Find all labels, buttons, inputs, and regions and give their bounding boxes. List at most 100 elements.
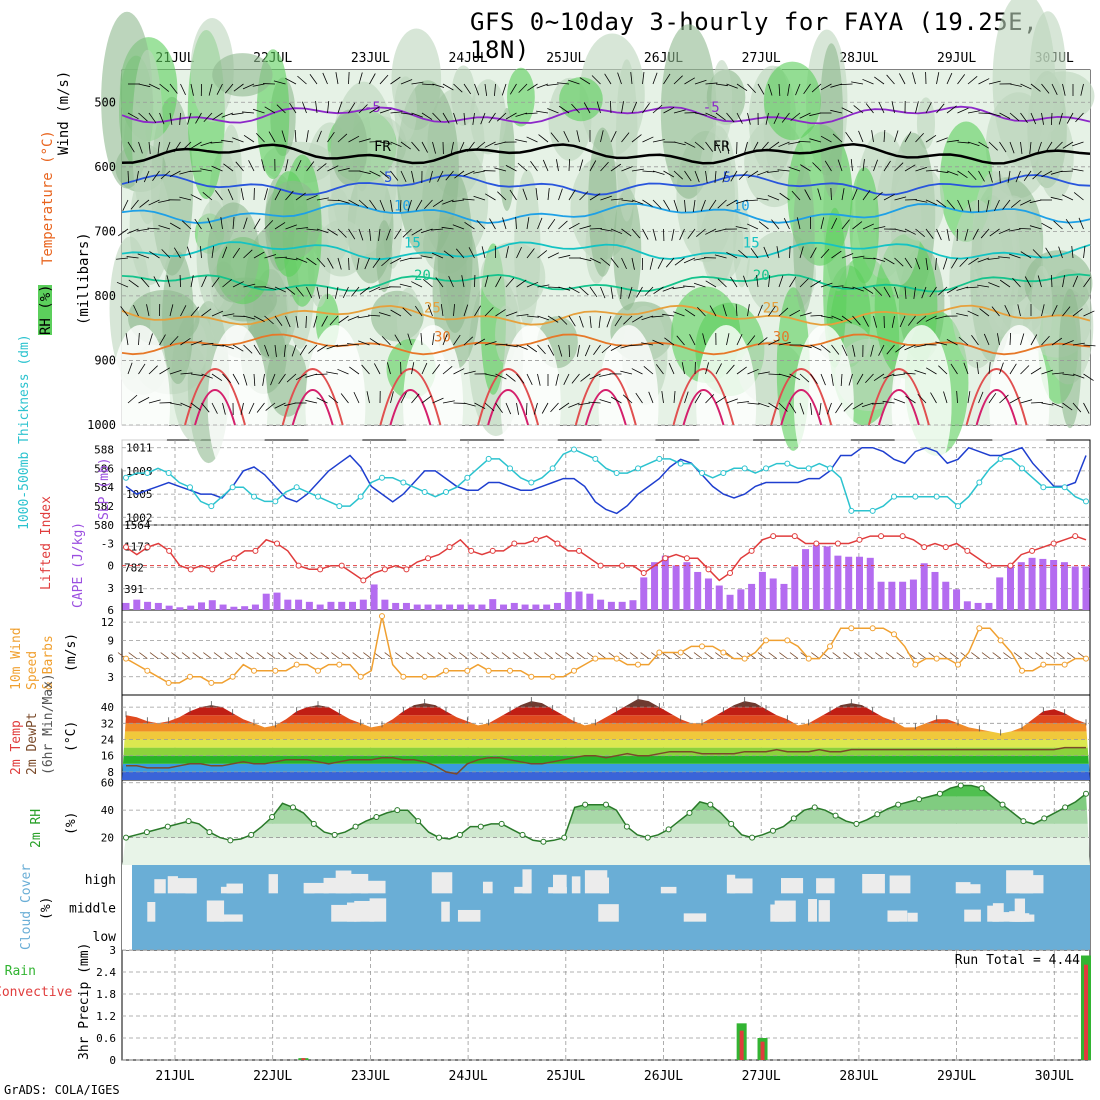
cape-bar (704, 578, 712, 610)
wind-barb (631, 168, 644, 172)
wind-barb (956, 391, 958, 404)
wind-barb (571, 373, 580, 384)
wind-barb (652, 72, 658, 85)
wind-barb (340, 393, 349, 404)
wind-barb (976, 362, 979, 375)
wind-barb (1009, 396, 1021, 404)
series-lifted-index-point (381, 566, 388, 573)
wind-barb (771, 219, 780, 230)
wind-barb-10m (715, 652, 724, 659)
temp-axis-label: (6hr Min/Max) (41, 673, 56, 775)
wind-barb (496, 112, 507, 122)
wind-barb (819, 402, 822, 415)
wind-barb (414, 305, 423, 317)
wind-barb (705, 112, 717, 119)
wind-barb (222, 313, 235, 317)
wind-barb (516, 314, 529, 317)
wind-barb (147, 227, 160, 230)
wind-barb (201, 373, 213, 379)
wind-barb (526, 136, 538, 143)
wind-barb (494, 83, 496, 96)
cloud-gap (818, 900, 830, 922)
series-lifted-index-point (317, 566, 324, 573)
wind-barb (1062, 275, 1065, 288)
cloud-gap (598, 904, 619, 922)
wind-barb (684, 391, 689, 404)
wind-barb (692, 199, 696, 212)
wind-barb (799, 344, 812, 349)
wind-barb (494, 141, 507, 146)
wind-barb (369, 140, 382, 143)
wind-barb (831, 250, 842, 259)
wind-barb (631, 257, 635, 270)
wind-barb (400, 170, 407, 183)
thickness-tick-label: 586 (94, 462, 114, 475)
wind-barb (1073, 192, 1084, 201)
wind-barb (1020, 199, 1032, 206)
wind-barb (295, 257, 308, 263)
wind-barb-10m (789, 652, 799, 659)
wind-barb-10m (885, 652, 895, 659)
wind-barb (202, 191, 213, 201)
wind-barb (957, 199, 964, 211)
wind-barb (535, 188, 538, 201)
wind-barb (138, 141, 143, 154)
wind-barb (182, 141, 192, 151)
wind-barb (788, 141, 801, 145)
wind-barb (274, 286, 287, 293)
wind-barb (252, 108, 265, 114)
series-wind-speed-point (464, 667, 471, 674)
wind-barb (432, 397, 444, 404)
wind-barb (750, 248, 759, 259)
wind-barb (963, 362, 969, 375)
wind-barb (999, 141, 1007, 153)
wind-barb (1060, 170, 1074, 173)
wind-barb (679, 228, 685, 241)
wind-barb (893, 398, 906, 404)
wind-barb (407, 333, 412, 346)
wind-barb-10m (1003, 652, 1012, 659)
wind-barb (180, 305, 187, 317)
cape-bar (780, 583, 788, 610)
wind-barb (845, 131, 853, 143)
series-slp-line (125, 446, 1087, 515)
wind-barb (609, 100, 612, 114)
wind-barb (1075, 112, 1084, 123)
wind-barb (722, 170, 727, 183)
wind-barb (956, 286, 969, 291)
wind-barb (837, 159, 843, 172)
wind-barb (773, 112, 780, 125)
wind-barb (169, 369, 182, 375)
wind-barb (632, 315, 643, 323)
precip-tick-label: 0 (109, 1054, 116, 1067)
series-2m-rh-point (1062, 804, 1069, 811)
wind-barb (558, 220, 568, 230)
isotherm-label: 10 (394, 198, 411, 214)
wind-barb-10m (139, 652, 148, 659)
wind-barb (139, 199, 150, 208)
wind-barb (999, 112, 1011, 119)
wind-barb (757, 337, 768, 346)
cloud-gap (907, 912, 918, 922)
series-lifted-index-point (252, 547, 259, 554)
wind-barb (158, 199, 171, 203)
rh-blob (819, 43, 844, 198)
wind-barb-10m (864, 652, 873, 659)
rh-blob (514, 169, 541, 328)
rh-blob (949, 200, 1006, 369)
wind-barb (285, 224, 297, 230)
wind-barb (988, 170, 993, 183)
isotherm-label: 25 (424, 300, 441, 316)
wind-barb (620, 344, 633, 349)
wind-barb (411, 362, 415, 375)
wind-barb (464, 221, 475, 230)
wind-barb (715, 363, 722, 375)
wind-barb (148, 333, 153, 346)
wind-barb (223, 163, 234, 172)
wind-barb (600, 257, 611, 266)
wind-barb (372, 257, 381, 268)
wind-barb (1020, 399, 1033, 404)
wind-barb (662, 286, 675, 292)
wind-barb (684, 308, 696, 317)
wind-barb (929, 286, 937, 298)
